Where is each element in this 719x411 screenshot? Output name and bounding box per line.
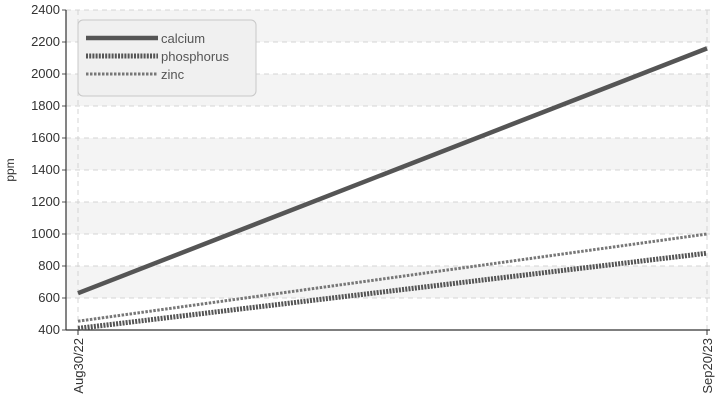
x-tick-label: Sep20/23: [700, 338, 715, 394]
series-line-zinc: [77, 232, 708, 323]
legend-label-zinc: zinc: [161, 67, 185, 82]
y-tick-label: 1000: [31, 226, 60, 241]
y-tick-label: 1400: [31, 162, 60, 177]
plot-band: [66, 138, 710, 170]
y-tick-label: 1200: [31, 194, 60, 209]
y-tick-label: 2400: [31, 2, 60, 17]
grid-lines: [62, 9, 710, 331]
legend: calcium phosphorus zinc: [77, 19, 257, 97]
legend-label-phosphorus: phosphorus: [161, 49, 229, 64]
series-line-calcium: [77, 46, 708, 296]
plot-band: [66, 202, 710, 234]
axes: [65, 10, 710, 335]
y-tick-label: 2200: [31, 34, 60, 49]
y-tick-label: 400: [38, 322, 60, 337]
y-axis-title: ppm: [3, 158, 17, 181]
y-tick-label: 600: [38, 290, 60, 305]
x-tick-labels: Aug30/22 Sep20/23: [71, 338, 715, 394]
y-tick-label: 800: [38, 258, 60, 273]
y-tick-labels: 400 600 800 1000 1200 1400 1600 1800 2000 2200 240…: [31, 2, 60, 337]
series-lines: [77, 46, 708, 331]
y-tick-label: 2000: [31, 66, 60, 81]
y-tick-label: 1800: [31, 98, 60, 113]
legend-label-calcium: calcium: [161, 31, 205, 46]
x-tick-label: Aug30/22: [71, 338, 86, 394]
y-tick-label: 1600: [31, 130, 60, 145]
